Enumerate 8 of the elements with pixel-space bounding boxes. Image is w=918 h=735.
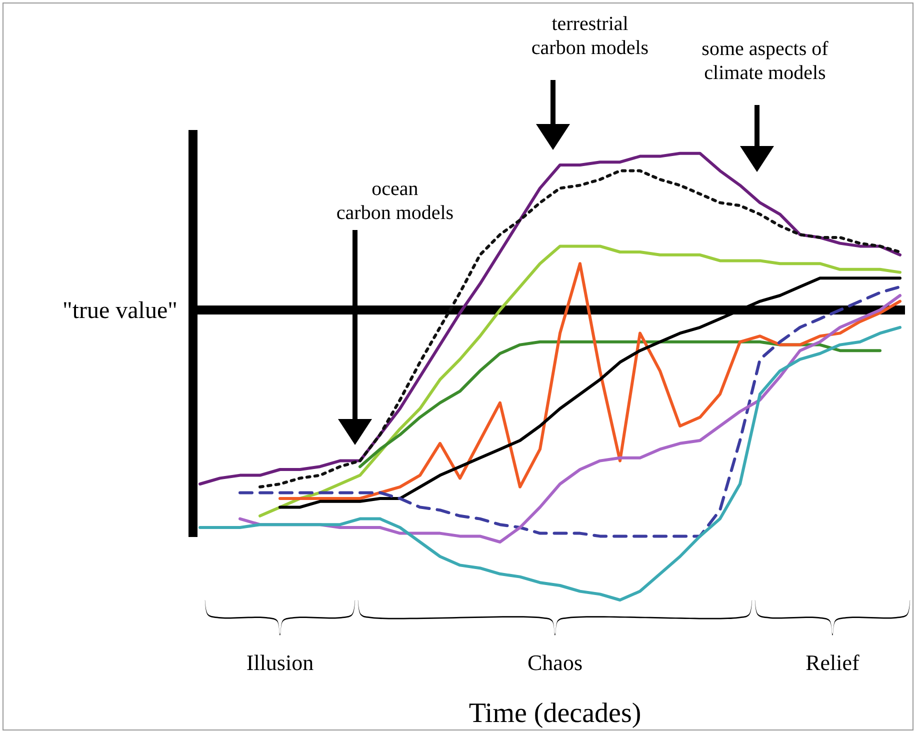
- text: Relief: [806, 650, 860, 675]
- ref-line-label: "true value": [62, 298, 178, 324]
- text: Chaos: [528, 650, 582, 675]
- annotation: ocean carbon models: [336, 178, 454, 224]
- text: Illusion: [246, 650, 314, 675]
- x-axis-title: Time (decades): [468, 698, 642, 729]
- text: terrestrial carbon models: [531, 13, 649, 59]
- text: some aspects of climate models: [702, 38, 829, 84]
